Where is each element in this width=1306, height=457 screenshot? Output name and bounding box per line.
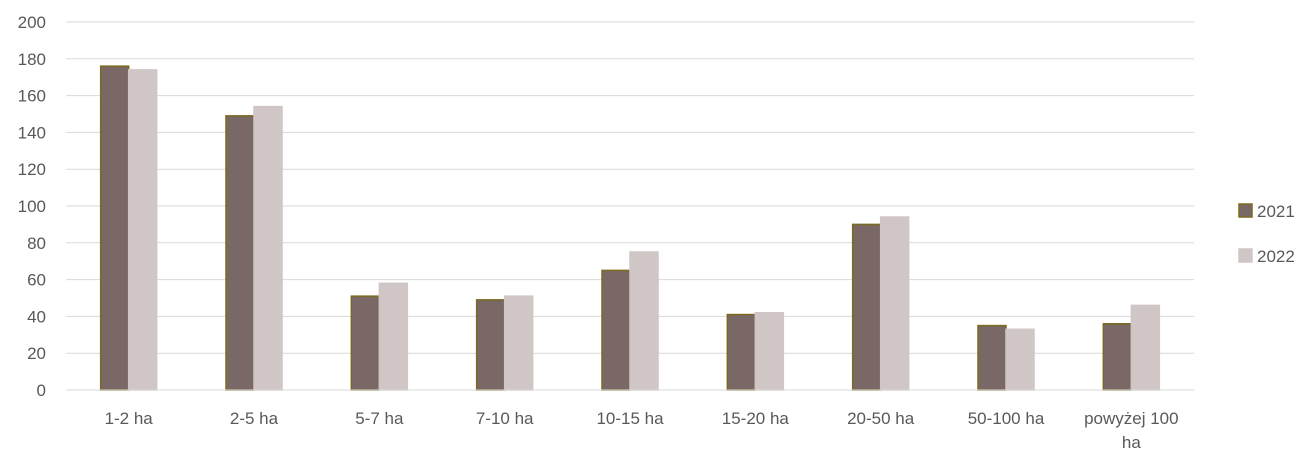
y-tick-label-200: 200 [18, 13, 46, 32]
legend-swatch-2022 [1238, 248, 1253, 263]
bar-2021-7 [851, 223, 882, 391]
y-tick-label-40: 40 [27, 307, 46, 326]
bar-2021-6 [726, 313, 757, 391]
y-tick-label-60: 60 [27, 271, 46, 290]
y-tick-label-160: 160 [18, 87, 46, 106]
bars [99, 65, 1161, 391]
legend-label-2021: 2021 [1257, 202, 1295, 221]
x-tick-label-2: 2-5 ha [230, 409, 279, 428]
x-tick-label-3: 5-7 ha [355, 409, 404, 428]
y-tick-label-120: 120 [18, 160, 46, 179]
legend-swatch-2021 [1238, 203, 1253, 218]
y-tick-label-20: 20 [27, 344, 46, 363]
bar-2022-5 [629, 251, 659, 391]
x-tick-label-5: 10-15 ha [596, 409, 664, 428]
x-tick-label-9: powyżej 100 ha [1084, 409, 1179, 452]
y-tick-label-180: 180 [18, 50, 46, 69]
x-tick-label-6: 15-20 ha [722, 409, 790, 428]
x-axis-ticks: 1-2 ha 2-5 ha 5-7 ha 7-10 ha 10-15 ha 15-20 h… [105, 409, 1179, 452]
bar-2022-6 [754, 311, 785, 391]
x-tick-label-4: 7-10 ha [476, 409, 534, 428]
y-tick-label-80: 80 [27, 234, 46, 253]
bar-2021-4 [475, 299, 506, 391]
bar-2021-9 [1102, 323, 1133, 391]
legend: 2021 2022 [1238, 202, 1295, 266]
bar-2022-2 [253, 105, 283, 391]
x-tick-label-7: 20-50 ha [847, 409, 915, 428]
y-tick-label-0: 0 [37, 381, 46, 400]
bar-2021-2 [225, 115, 255, 391]
legend-label-2022: 2022 [1257, 247, 1295, 266]
bar-2021-5 [601, 269, 631, 391]
y-tick-label-100: 100 [18, 197, 46, 216]
bar-2021-1 [99, 65, 130, 391]
y-axis-ticks: 0 20 40 60 80 100 120 140 160 180 200 [18, 13, 46, 400]
bar-2021-8 [977, 324, 1007, 391]
x-tick-label-8: 50-100 ha [968, 409, 1045, 428]
bar-2022-7 [879, 216, 910, 391]
bar-2021-3 [350, 295, 381, 391]
bar-2022-8 [1005, 328, 1035, 391]
bar-2022-3 [378, 282, 409, 391]
x-tick-label-1: 1-2 ha [105, 409, 154, 428]
bar-2022-9 [1130, 304, 1161, 391]
bar-2022-1 [127, 69, 158, 391]
bar-2022-4 [503, 295, 534, 391]
y-tick-label-140: 140 [18, 123, 46, 142]
